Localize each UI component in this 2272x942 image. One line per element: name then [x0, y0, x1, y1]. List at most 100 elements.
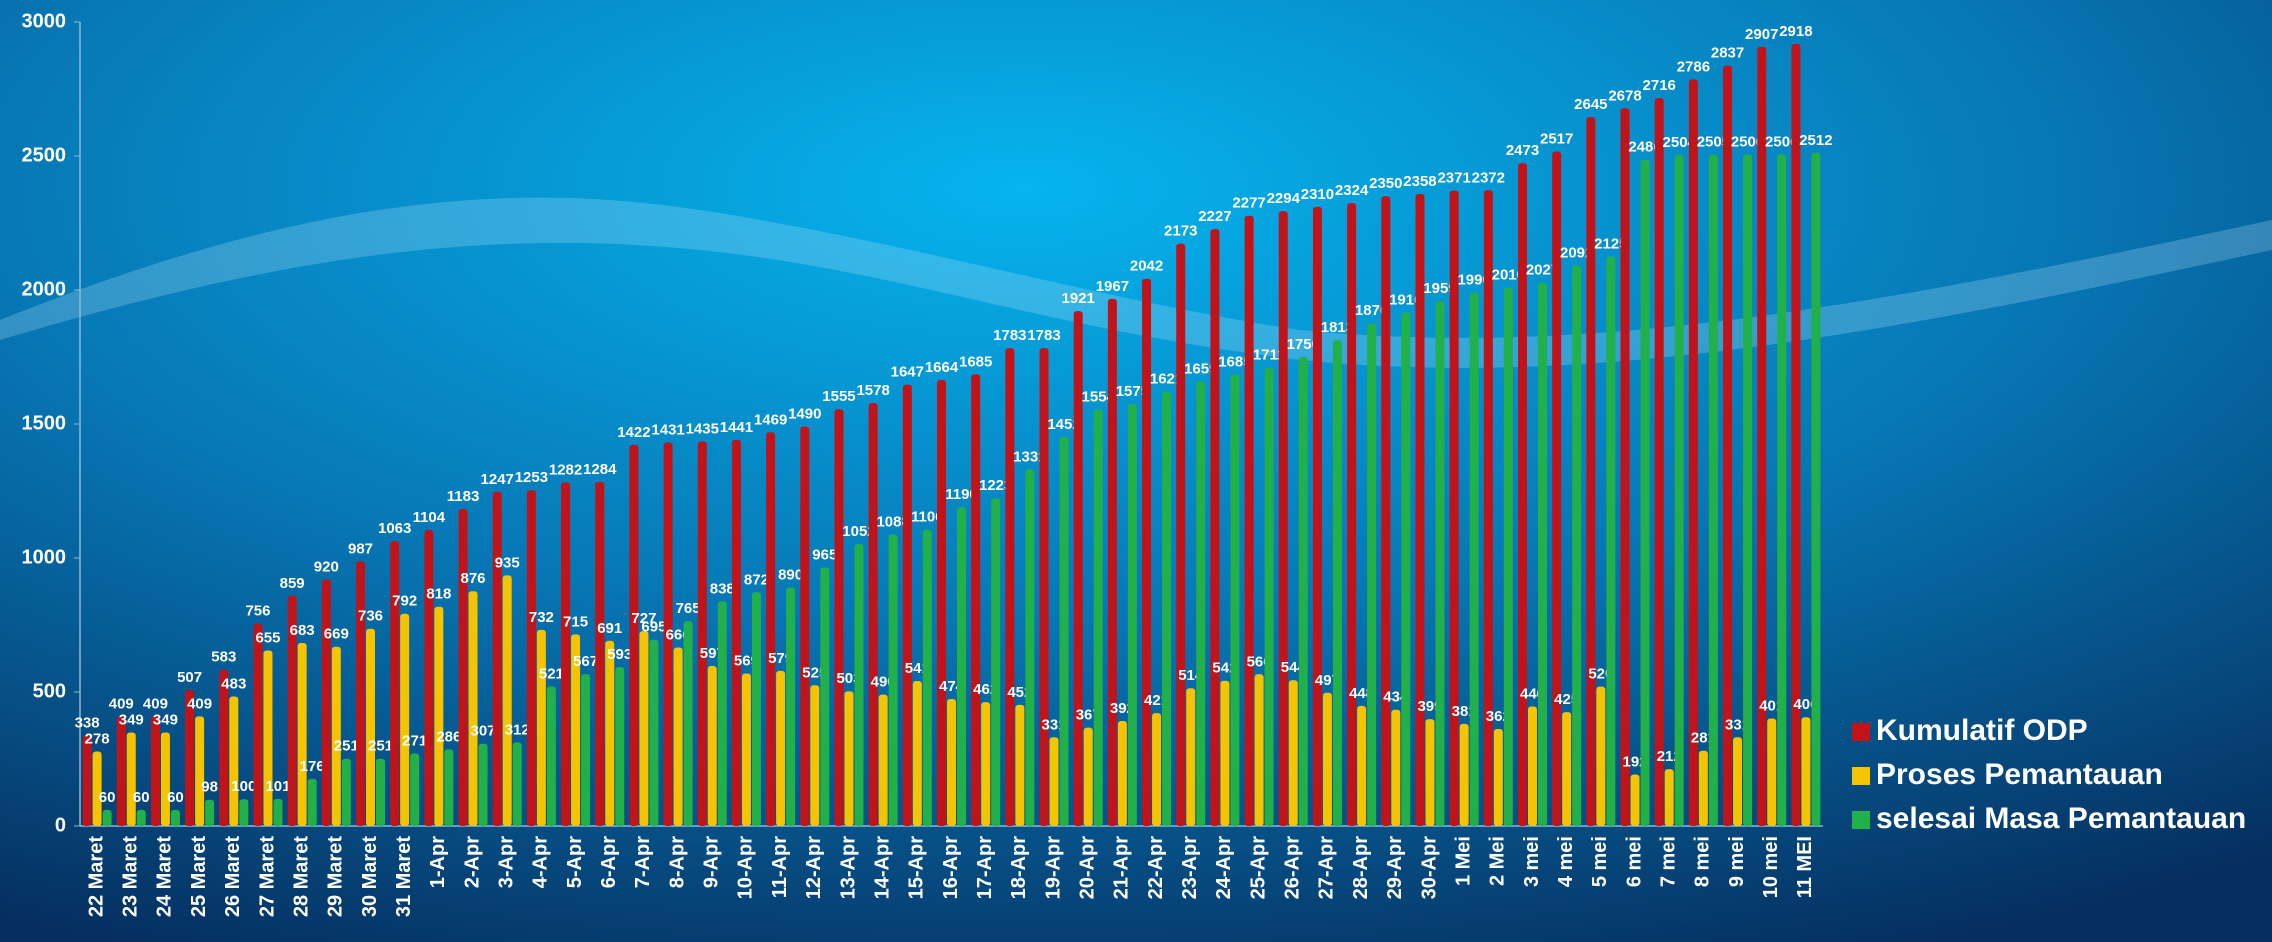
data-label: 1578 [856, 382, 889, 399]
bar [1401, 312, 1411, 827]
data-label: 2837 [1711, 45, 1744, 62]
bar [1244, 215, 1254, 826]
bar [546, 686, 556, 826]
data-label: 507 [177, 669, 202, 686]
data-label: 2173 [1164, 223, 1197, 240]
bar [331, 646, 341, 826]
x-tick-label: 17-Apr [974, 836, 996, 900]
bar [1469, 292, 1479, 826]
data-label: 251 [368, 738, 393, 755]
data-label: 2504 [1663, 134, 1697, 151]
x-tick-label: 8 mei [1692, 836, 1714, 887]
y-tick-label: 2500 [22, 144, 67, 166]
bar [468, 591, 478, 826]
bar [273, 798, 283, 826]
bar [1723, 65, 1733, 826]
bar [1801, 717, 1811, 826]
data-label: 935 [495, 554, 520, 571]
bar [854, 544, 864, 826]
data-label: 2473 [1506, 142, 1539, 159]
data-label: 1431 [651, 421, 684, 438]
data-label: 1183 [447, 488, 480, 505]
legend-swatch [1852, 811, 1870, 829]
data-label: 2358 [1403, 173, 1436, 190]
data-label: 2294 [1267, 190, 1301, 207]
bar [1449, 190, 1459, 826]
bar [820, 567, 830, 826]
bar [878, 694, 888, 826]
bar [492, 491, 502, 826]
data-label: 1750 [1287, 336, 1320, 353]
bar [868, 403, 878, 826]
x-tick-label: 11 MEI [1794, 836, 1816, 898]
data-label: 1555 [822, 388, 855, 405]
bar [1357, 705, 1367, 826]
bar [1538, 282, 1547, 826]
data-label: 2678 [1608, 87, 1641, 104]
data-label: 2786 [1677, 58, 1710, 75]
bar [390, 541, 400, 826]
bar [126, 732, 136, 826]
bar [1596, 686, 1606, 826]
data-label: 2350 [1369, 175, 1402, 192]
bar [1059, 436, 1069, 826]
data-label: 2277 [1232, 195, 1265, 212]
bar [1757, 46, 1767, 826]
bar [1230, 374, 1240, 826]
bar [136, 809, 146, 826]
bar [356, 561, 365, 826]
bar [1493, 728, 1503, 826]
data-label: 1063 [378, 520, 411, 537]
data-label: 2027 [1526, 262, 1559, 279]
data-label: 1469 [754, 411, 787, 428]
data-label: 838 [710, 580, 735, 597]
y-tick-label: 0 [55, 814, 66, 836]
bar [92, 751, 102, 826]
data-label: 2125 [1594, 235, 1627, 252]
bar [1152, 713, 1162, 826]
bar [185, 690, 195, 826]
bar [1322, 692, 1332, 826]
x-tick-label: 22 Maret [85, 836, 107, 917]
data-label: 1104 [413, 509, 446, 526]
bar [834, 409, 844, 826]
data-label: 100 [231, 778, 256, 795]
bar [766, 432, 776, 826]
bar [536, 629, 546, 826]
data-label: 1253 [515, 469, 548, 486]
data-label: 2092 [1560, 244, 1593, 261]
bar [116, 716, 126, 826]
data-label: 1783 [993, 327, 1026, 344]
bar [1005, 348, 1015, 826]
x-tick-label: 10-Apr [735, 836, 757, 900]
data-label: 349 [119, 711, 144, 728]
bar [1186, 688, 1196, 826]
data-label: 1282 [549, 461, 582, 478]
bar [1083, 727, 1093, 826]
data-label: 818 [426, 586, 451, 603]
bar [1196, 381, 1206, 826]
bar [1347, 203, 1357, 827]
bar [229, 696, 239, 826]
data-label: 1441 [720, 419, 753, 436]
x-tick-label: 3-Apr [495, 836, 517, 888]
data-label: 593 [607, 646, 632, 663]
bar [937, 380, 946, 826]
bar [1698, 750, 1708, 826]
bar [776, 670, 786, 826]
x-tick-label: 29 Maret [325, 836, 347, 917]
bar [1288, 680, 1298, 826]
data-label: 1783 [1027, 327, 1060, 344]
x-tick-label: 14-Apr [871, 836, 893, 900]
x-tick-label: 29-Apr [1384, 836, 1406, 900]
x-tick-label: 27-Apr [1316, 836, 1338, 900]
x-tick-label: 31 Maret [393, 836, 415, 917]
data-label: 1990 [1457, 272, 1490, 289]
bar [1664, 769, 1674, 826]
bar [1518, 163, 1527, 827]
data-label: 876 [461, 570, 486, 587]
bar [957, 507, 966, 826]
bar [1220, 680, 1230, 826]
data-label: 859 [280, 575, 305, 592]
